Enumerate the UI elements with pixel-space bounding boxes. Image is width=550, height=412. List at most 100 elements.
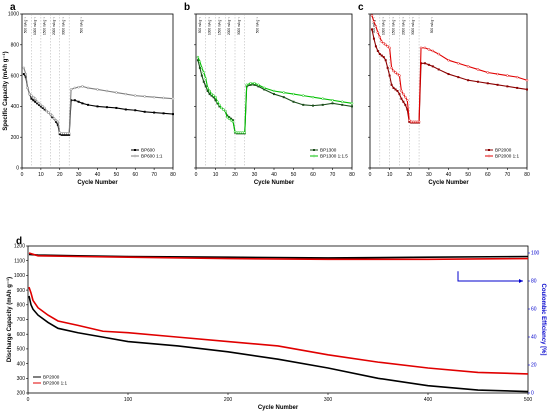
data-point: [372, 37, 375, 40]
y-tick-label: 800: [17, 303, 26, 309]
data-point: [62, 133, 65, 136]
series-line: [371, 29, 528, 124]
rate-label: 1500 mA g⁻¹: [43, 17, 47, 35]
panel-a: a 0 10 20 30 40 50 60 70 80 Cycle Number 0 200 400 600…: [2, 2, 176, 186]
y-tick-label: 600: [11, 73, 20, 79]
data-point: [196, 59, 199, 62]
x-tick-label: 500: [524, 397, 533, 403]
rate-label: 3000 mA g⁻¹: [411, 17, 415, 35]
data-point: [312, 104, 314, 107]
rate-label: 500 mA g⁻¹: [430, 17, 434, 33]
data-point: [282, 96, 285, 99]
x-tick-label: 10: [387, 172, 393, 178]
x-tick-label: 20: [232, 172, 238, 178]
data-point: [30, 94, 33, 97]
data-point: [526, 88, 528, 91]
data-point: [447, 58, 450, 62]
data-point: [39, 105, 42, 108]
y-tick-label: 600: [17, 332, 26, 338]
data-point: [171, 97, 175, 100]
rate-label: 1000 mA g⁻¹: [208, 17, 212, 35]
series-line: [197, 60, 353, 134]
plot-frame: [21, 13, 174, 169]
legend-label: BP1300: [320, 148, 337, 153]
data-point: [208, 89, 211, 93]
rate-label: 500 mA g⁻¹: [372, 17, 376, 33]
data-point: [496, 83, 499, 86]
data-point: [486, 82, 489, 85]
data-point: [36, 102, 39, 105]
data-point: [257, 83, 260, 87]
data-point: [388, 46, 391, 50]
x-tick-label: 400: [424, 397, 433, 403]
data-point: [51, 116, 54, 119]
y2-tick-label: 0: [531, 391, 534, 397]
rate-label: 1500 mA g⁻¹: [392, 17, 396, 35]
data-point: [516, 86, 519, 89]
annotation-arrow: [457, 271, 523, 282]
data-point: [43, 106, 46, 110]
data-point: [376, 31, 380, 34]
data-point: [200, 66, 204, 70]
x-tick-label: 10: [213, 172, 219, 178]
y2-axis-label: Coulombic Efficiency [%]: [540, 283, 546, 355]
data-point: [257, 85, 260, 88]
data-point: [457, 62, 460, 65]
data-point: [196, 55, 200, 59]
data-point: [374, 45, 377, 48]
data-point: [263, 86, 266, 90]
data-point: [341, 100, 344, 104]
legend-marker: [487, 154, 491, 158]
y2-tick-label: 40: [531, 335, 537, 341]
series-line: [23, 67, 174, 134]
data-point: [26, 86, 29, 90]
data-point: [210, 94, 213, 97]
legend-marker: [488, 149, 490, 151]
data-point: [341, 103, 344, 106]
data-point: [162, 96, 165, 100]
data-point: [392, 69, 395, 73]
data-point: [370, 14, 374, 17]
data-point: [394, 71, 397, 74]
data-point: [231, 120, 235, 124]
data-point: [249, 83, 252, 86]
data-point: [427, 63, 430, 66]
series-line: [28, 252, 529, 261]
data-point: [388, 74, 391, 77]
data-point: [376, 49, 379, 52]
data-point: [431, 65, 434, 68]
legend-label: BP600 1:1: [141, 154, 163, 159]
panel-letter-b: b: [184, 2, 190, 13]
data-point: [380, 54, 383, 57]
data-point: [447, 73, 450, 76]
data-point: [515, 75, 519, 79]
data-point: [115, 91, 118, 94]
y-tick-label: 200: [11, 135, 20, 141]
x-axis-label: Cycle Number: [254, 180, 295, 186]
legend-marker: [134, 149, 136, 151]
legend-marker: [313, 149, 315, 151]
data-point: [124, 92, 128, 96]
data-point: [206, 90, 209, 92]
data-point: [245, 83, 248, 87]
data-point: [96, 88, 99, 91]
data-point: [370, 28, 373, 31]
data-point: [22, 66, 26, 70]
data-point: [198, 60, 202, 63]
x-tick-label: 40: [446, 172, 452, 178]
data-point: [134, 109, 137, 112]
data-point: [396, 90, 399, 92]
rate-label: 500 mA g⁻¹: [198, 17, 202, 33]
data-point: [81, 85, 84, 88]
data-point: [54, 120, 57, 123]
x-tick-label: 30: [76, 172, 82, 178]
x-tick-label: 30: [252, 172, 258, 178]
data-point: [466, 65, 470, 68]
data-point: [411, 120, 415, 124]
data-point: [227, 117, 231, 120]
y-tick-label: 400: [17, 361, 26, 367]
data-point: [302, 94, 305, 97]
data-point: [56, 120, 60, 124]
data-point: [66, 133, 69, 136]
